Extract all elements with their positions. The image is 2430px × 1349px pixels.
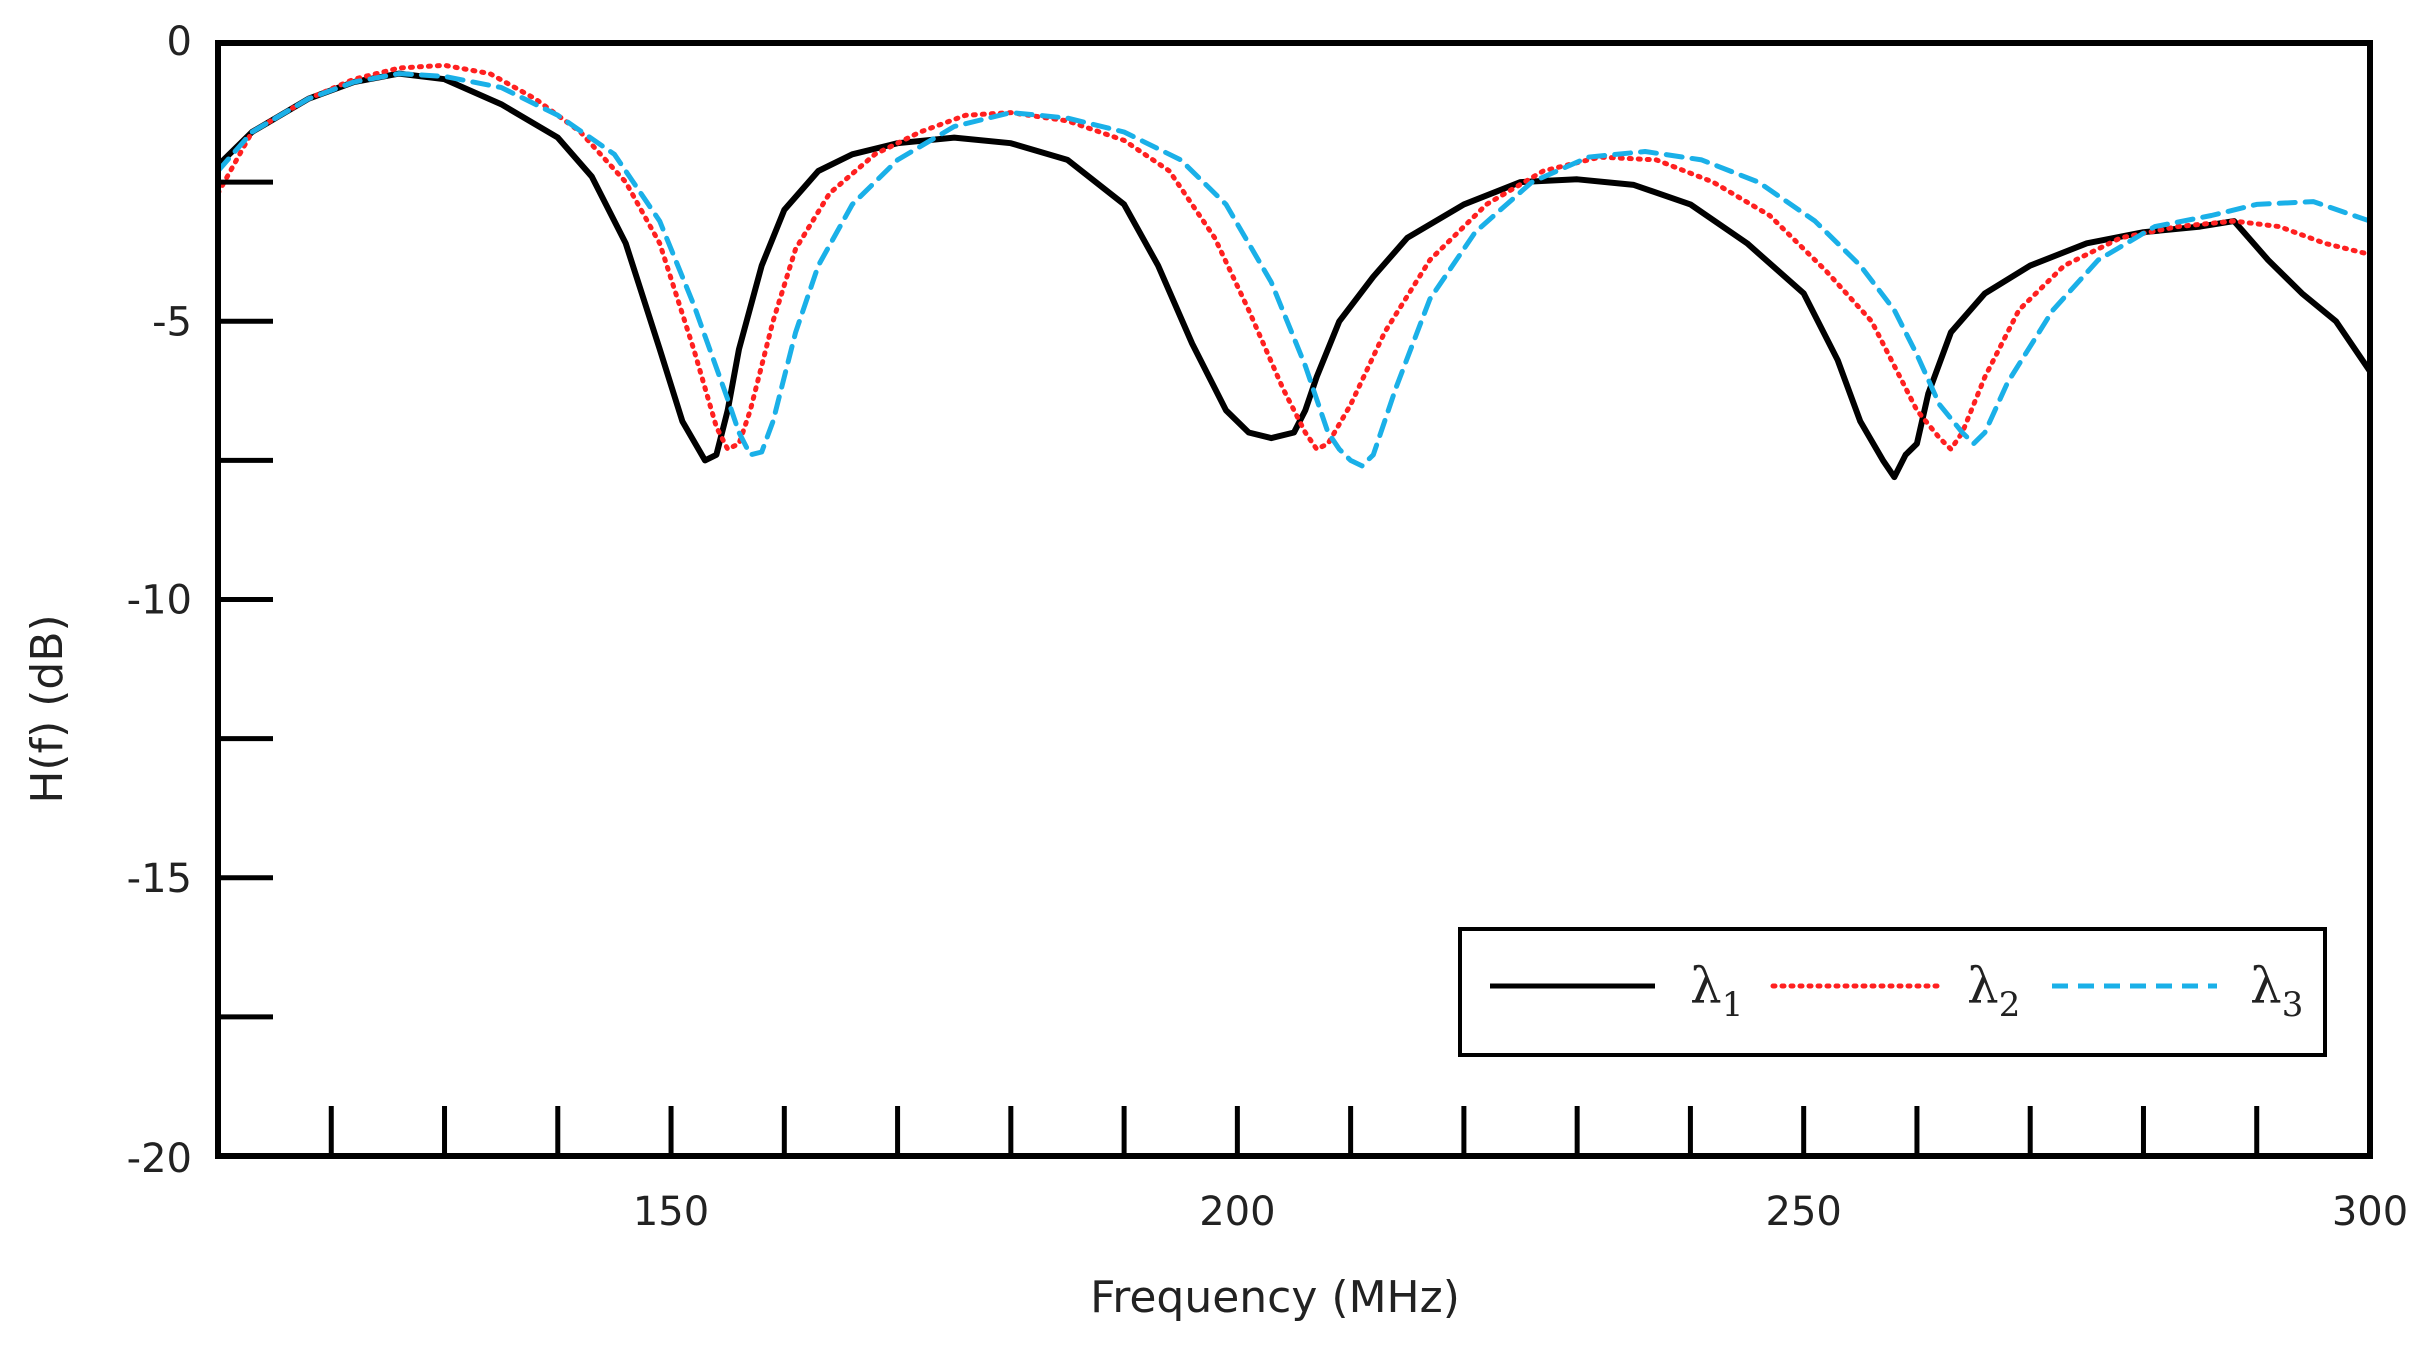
y-axis-title: H(f) (dB) [22,614,73,803]
x-axis-title: Frequency (MHz) [1090,1272,1460,1323]
x-tick-label: 250 [1766,1189,1842,1235]
series-line-lambda-3 [215,71,2373,469]
ticks-layer [218,179,2260,1156]
tick-labels-layer: 150 200 250 300 0 -5 -10 -15 -20 [127,19,2409,1235]
y-tick-label: -10 [127,578,192,624]
legend-label-lambda-1: λ1 [1690,957,1743,1025]
x-tick-label: 300 [2332,1189,2408,1235]
legend-box [1458,927,2327,1057]
series-line-lambda-1 [215,70,2373,481]
series-layer [215,62,2373,481]
legend: λ1 λ2 λ3 [1458,927,2327,1057]
series-line-lambda-2 [215,62,2373,452]
y-tick-label: -5 [152,299,192,345]
y-tick-label: -15 [127,856,192,902]
y-tick-label: -20 [127,1136,192,1182]
legend-label-lambda-3: λ3 [2250,957,2303,1025]
x-tick-label: 150 [633,1189,709,1235]
y-tick-label: 0 [167,19,192,65]
x-tick-label: 200 [1199,1189,1275,1235]
legend-label-lambda-2: λ2 [1967,957,2020,1025]
